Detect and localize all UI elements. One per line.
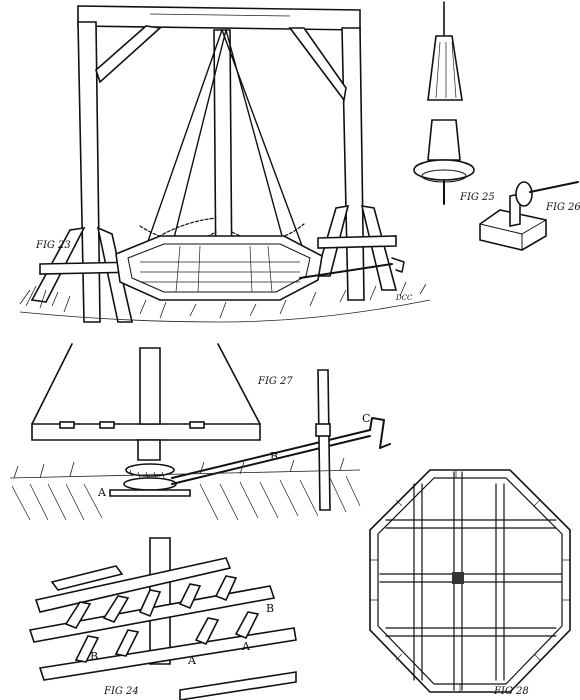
fig23-merry-go-round: FIG 23 DCC [19, 5, 431, 323]
artist-signature: DCC [395, 294, 413, 302]
fig24-letter-b-left: B [90, 650, 98, 663]
fig27-crank-detail: FIG 27 A B C [9, 343, 391, 521]
fig26-bearing: FIG 26 [479, 181, 580, 251]
fig24-letter-b-right: B [266, 602, 274, 615]
fig27-letter-b: B [270, 450, 278, 463]
fig24-label: FIG 24 [103, 686, 139, 697]
fig24-letter-a-right: A [241, 640, 251, 653]
fig27-letter-a: A [97, 486, 107, 499]
fig25-label: FIG 25 [459, 192, 495, 203]
fig27-letter-c: C [362, 412, 370, 425]
fig28-label: FIG 28 [493, 686, 529, 697]
fig24-letter-a-left: A [187, 654, 197, 667]
fig24-platform-frame: B B A A FIG 24 [28, 537, 297, 700]
fig25-pivot: FIG 25 [413, 1, 495, 205]
fig23-label: FIG 23 [35, 240, 71, 251]
fig28-octagon-plan: FIG 28 [369, 469, 571, 697]
fig26-label: FIG 26 [545, 202, 580, 213]
fig27-label: FIG 27 [257, 376, 293, 387]
